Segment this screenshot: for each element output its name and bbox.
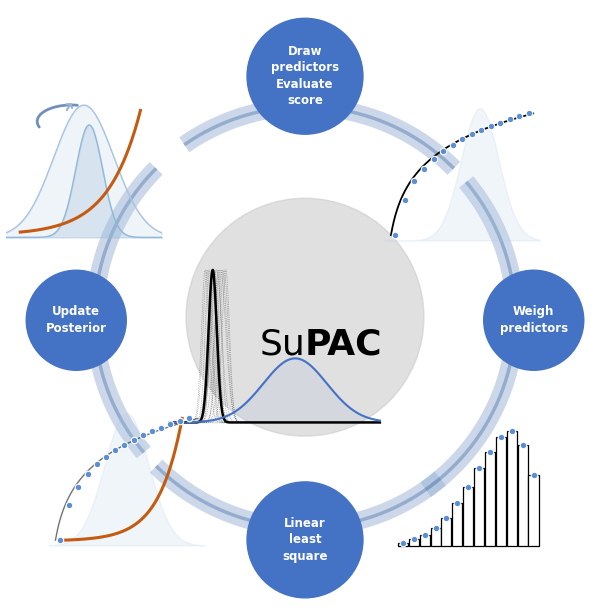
Point (82, 469, 92, 479)
Bar (398, 543, 408, 547)
Point (464, 482, 473, 492)
Bar (507, 431, 517, 547)
Point (156, 423, 166, 432)
Point (448, 140, 458, 149)
Point (147, 426, 157, 436)
Point (485, 447, 495, 457)
Text: Draw
predictors
Evaluate
score: Draw predictors Evaluate score (271, 45, 339, 107)
Point (55, 535, 65, 545)
Point (409, 534, 418, 544)
Point (486, 121, 495, 131)
Point (496, 432, 506, 442)
Text: Weigh
predictors: Weigh predictors (500, 306, 568, 335)
Point (398, 538, 407, 548)
Bar (431, 528, 440, 547)
Point (431, 523, 440, 533)
Point (476, 125, 486, 135)
Bar (442, 517, 451, 547)
Point (505, 115, 515, 124)
Point (442, 512, 451, 522)
Text: PAC: PAC (305, 328, 382, 362)
Point (438, 146, 448, 156)
Circle shape (247, 18, 363, 134)
Text: Linear
least
square: Linear least square (282, 517, 328, 563)
Bar (518, 445, 528, 547)
Bar (463, 487, 473, 547)
Point (409, 176, 419, 186)
Point (429, 154, 439, 164)
Bar (409, 539, 418, 547)
Point (138, 430, 148, 440)
Point (400, 195, 410, 204)
Point (184, 414, 194, 423)
Point (458, 134, 467, 144)
Point (453, 498, 462, 508)
Point (390, 230, 400, 240)
Point (165, 420, 175, 429)
Point (64, 500, 74, 510)
Point (467, 129, 476, 139)
Circle shape (484, 270, 584, 370)
Point (73, 482, 83, 492)
Bar (474, 468, 484, 547)
Point (120, 440, 129, 450)
Point (495, 118, 505, 127)
Circle shape (26, 270, 126, 370)
Text: Update
Posterior: Update Posterior (46, 306, 107, 335)
Bar (496, 437, 506, 547)
Point (518, 440, 528, 450)
Point (419, 163, 429, 173)
Point (110, 445, 120, 455)
Point (529, 470, 539, 480)
Point (524, 109, 534, 118)
Text: Su: Su (259, 328, 305, 362)
Point (101, 452, 111, 462)
Bar (420, 535, 429, 547)
Bar (528, 475, 539, 547)
Point (92, 459, 102, 469)
Point (514, 112, 524, 121)
Bar (452, 503, 462, 547)
Point (474, 463, 484, 473)
Circle shape (247, 482, 363, 598)
Point (174, 417, 184, 426)
Bar (485, 452, 495, 547)
Point (420, 530, 429, 540)
Point (507, 426, 517, 436)
Circle shape (186, 198, 424, 436)
Point (129, 435, 138, 445)
